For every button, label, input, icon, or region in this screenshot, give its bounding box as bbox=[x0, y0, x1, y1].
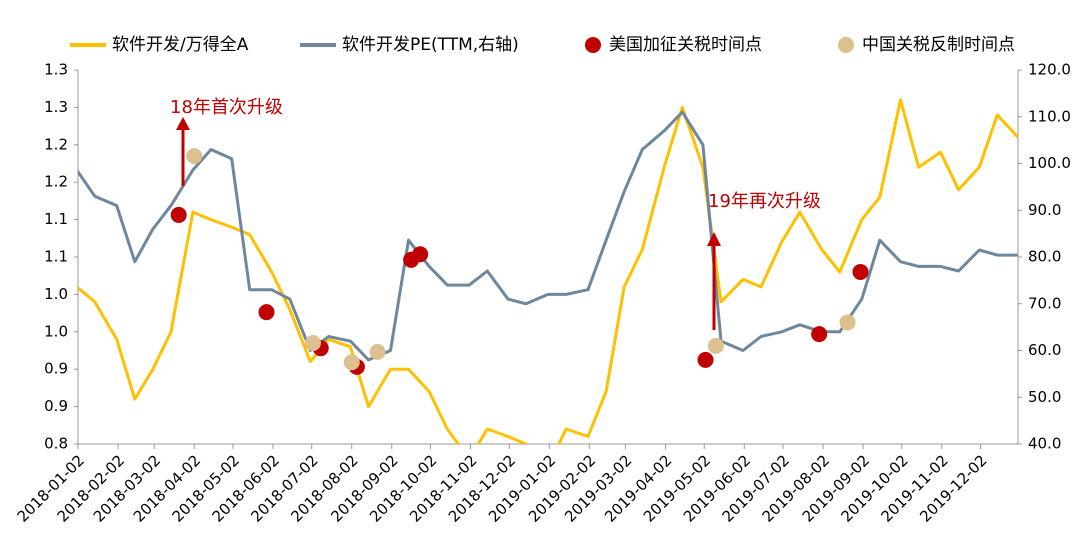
event-dot bbox=[852, 263, 869, 280]
event-dot bbox=[811, 326, 828, 343]
event-dot bbox=[305, 335, 321, 352]
y-tick-label: 1.3 bbox=[44, 98, 68, 116]
event-dot bbox=[707, 337, 724, 354]
y2-tick-label: 120.0 bbox=[1028, 61, 1071, 79]
y-tick-label: 1.2 bbox=[44, 135, 68, 153]
y-tick-label: 0.9 bbox=[44, 397, 68, 415]
arrow-head bbox=[176, 117, 190, 130]
y-tick-label: 1.0 bbox=[44, 285, 68, 303]
y2-tick-label: 50.0 bbox=[1028, 388, 1061, 406]
legend: 软件开发/万得全A 软件开发PE(TTM,右轴) 美国加征关税时间点 中国关税反制时间… bbox=[70, 35, 1015, 55]
overlay: 18年首次升级 19年再次升级 bbox=[170, 97, 869, 375]
y2-tick-label: 80.0 bbox=[1028, 248, 1061, 266]
event-dot bbox=[343, 354, 360, 371]
legend-swatch bbox=[585, 37, 601, 53]
event-dot bbox=[369, 343, 386, 360]
y2-tick-label: 60.0 bbox=[1028, 341, 1061, 359]
legend-label: 中国关税反制时间点 bbox=[862, 35, 1015, 55]
y2-tick-label: 110.0 bbox=[1028, 107, 1071, 125]
event-dot bbox=[412, 246, 429, 263]
y2-tick-label: 70.0 bbox=[1028, 294, 1061, 312]
y-tick-label: 1.3 bbox=[44, 61, 68, 79]
legend-label: 软件开发PE(TTM,右轴) bbox=[342, 35, 519, 55]
y-tick-label: 1.1 bbox=[44, 210, 68, 228]
legend-label: 美国加征关税时间点 bbox=[609, 35, 762, 55]
event-dot bbox=[186, 148, 203, 165]
event-dot bbox=[170, 206, 187, 223]
event-dot bbox=[839, 314, 856, 331]
y2-tick-label: 100.0 bbox=[1028, 154, 1071, 172]
y-tick-label: 1.1 bbox=[44, 248, 68, 266]
annotation: 18年首次升级 bbox=[170, 97, 283, 118]
legend-label: 软件开发/万得全A bbox=[112, 35, 249, 55]
event-dot bbox=[258, 304, 275, 321]
legend-swatch bbox=[838, 37, 854, 53]
y2-tick-label: 90.0 bbox=[1028, 201, 1061, 219]
y-tick-label: 0.9 bbox=[44, 360, 68, 378]
annotation: 19年再次升级 bbox=[708, 191, 821, 212]
event-dot bbox=[697, 351, 714, 368]
y-tick-label: 0.8 bbox=[44, 435, 68, 453]
y-tick-label: 1.2 bbox=[44, 173, 68, 191]
y2-tick-label: 40.0 bbox=[1028, 435, 1061, 453]
line-series bbox=[78, 110, 1018, 362]
y-tick-label: 1.0 bbox=[44, 322, 68, 340]
line-series bbox=[78, 98, 1018, 444]
arrow-head bbox=[707, 232, 721, 246]
plot-area bbox=[78, 98, 1018, 444]
